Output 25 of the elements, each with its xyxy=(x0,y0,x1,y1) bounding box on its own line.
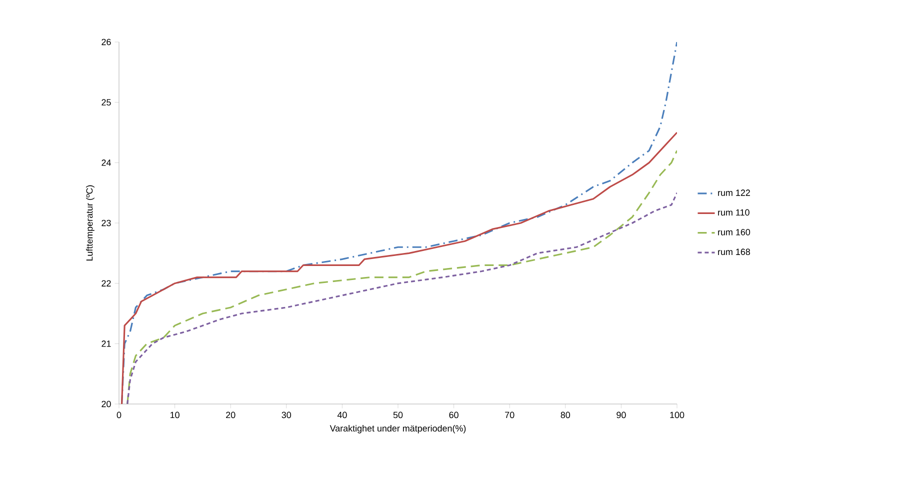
y-tick-label: 22 xyxy=(102,280,111,286)
legend-label: rum 160 xyxy=(718,228,750,236)
x-tick-label: 70 xyxy=(505,412,514,418)
x-tick-label: 50 xyxy=(393,412,403,418)
legend-label: rum 110 xyxy=(718,209,750,216)
y-tick-label: 25 xyxy=(102,99,111,106)
x-tick-label: 20 xyxy=(226,412,236,418)
y-tick-label: 24 xyxy=(102,160,111,166)
x-tick-label: 0 xyxy=(116,412,122,418)
x-tick-label: 10 xyxy=(170,412,180,418)
x-tick-label: 40 xyxy=(337,412,347,418)
x-tick-label: 60 xyxy=(449,412,458,418)
y-tick-label: 23 xyxy=(102,220,111,226)
x-tick-label: 30 xyxy=(282,412,292,418)
y-axis-title: Lufttemperatur (ºC) xyxy=(86,185,94,261)
x-tick-label: 100 xyxy=(670,412,684,418)
y-tick-label: 20 xyxy=(102,400,111,408)
legend-label: rum 122 xyxy=(718,190,750,196)
x-tick-label: 80 xyxy=(560,412,570,418)
legend-label: rum 168 xyxy=(718,248,750,256)
x-axis-title: Varaktighet under mätperioden(%) xyxy=(330,424,466,434)
line-series xyxy=(126,192,678,404)
y-tick-label: 21 xyxy=(102,340,111,347)
x-tick-label: 90 xyxy=(616,412,626,418)
y-tick-label: 26 xyxy=(102,38,111,46)
